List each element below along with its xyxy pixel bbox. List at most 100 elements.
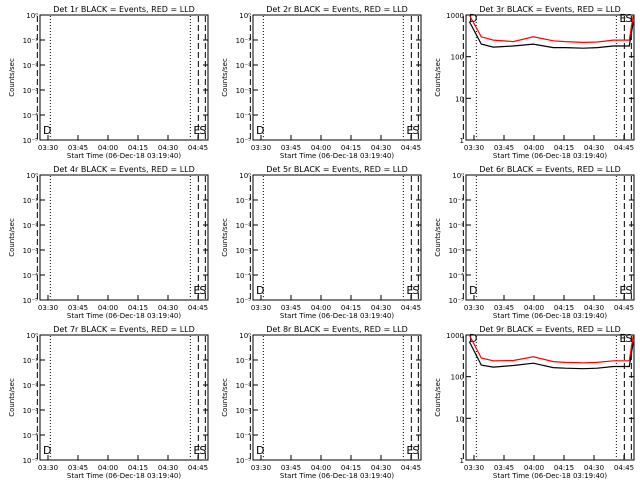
x-tick-label: 03:30	[464, 304, 484, 312]
x-tick-label: 04:30	[584, 144, 604, 152]
x-tick-label: 04:15	[554, 144, 574, 152]
y-tick-label: 10⁻¹	[236, 37, 252, 45]
x-tick-label: 04:30	[584, 304, 604, 312]
y-axis-label: Counts/sec	[221, 58, 229, 97]
marker-label: S	[199, 444, 206, 457]
y-tick-label: 10⁻¹	[23, 357, 39, 365]
marker-label: E	[619, 284, 626, 297]
y-tick-label: 10⁻²	[236, 382, 252, 390]
chart-panel: Det 6r BLACK = Events, RED = LLD Counts/s…	[434, 165, 635, 320]
plot-frame	[39, 174, 209, 301]
y-tick-label: 1	[460, 137, 464, 145]
y-tick-label: 10⁰	[452, 172, 464, 180]
y-tick-label: 10⁻⁵	[236, 137, 252, 145]
x-tick-label: 04:00	[311, 464, 331, 472]
x-tick-label: 04:30	[371, 304, 391, 312]
x-tick-label: 04:00	[311, 304, 331, 312]
chart-panel: Det 5r BLACK = Events, RED = LLD Counts/s…	[221, 165, 422, 320]
y-tick-label: 10⁻²	[23, 62, 39, 70]
x-axis-label: Start Time (06-Dec-18 03:19:40)	[493, 312, 607, 320]
chart-panel: Det 8r BLACK = Events, RED = LLD Counts/s…	[221, 325, 422, 480]
chart-panel: Det 7r BLACK = Events, RED = LLD Counts/s…	[8, 325, 209, 480]
x-tick-label: 03:30	[38, 144, 58, 152]
marker-label: D	[256, 444, 264, 457]
y-tick-label: 10⁻⁴	[236, 272, 252, 280]
plot-frame	[252, 174, 422, 301]
x-tick-label: 03:45	[281, 464, 301, 472]
chart-title: Det 2r BLACK = Events, RED = LLD	[266, 5, 408, 14]
chart-title: Det 5r BLACK = Events, RED = LLD	[266, 165, 408, 174]
x-tick-label: 04:00	[524, 464, 544, 472]
x-tick-label: 03:45	[494, 304, 514, 312]
plot-frame	[39, 14, 209, 141]
y-tick-label: 10⁻²	[449, 222, 465, 230]
plot-frame	[252, 334, 422, 461]
y-axis-label: Counts/sec	[434, 378, 442, 417]
x-tick-label: 04:45	[188, 304, 208, 312]
y-tick-label: 10⁻⁵	[449, 297, 465, 305]
y-tick-label: 10⁻³	[23, 407, 39, 415]
marker-label: S	[412, 124, 419, 137]
y-axis-label: Counts/sec	[8, 218, 16, 257]
y-tick-label: 10⁻⁴	[23, 112, 39, 120]
plot-frame	[465, 334, 635, 461]
chart-title: Det 4r BLACK = Events, RED = LLD	[53, 165, 195, 174]
y-tick-label: 100	[451, 374, 464, 382]
x-tick-label: 04:30	[371, 144, 391, 152]
x-tick-label: 03:30	[251, 464, 271, 472]
y-tick-label: 10⁻¹	[23, 197, 39, 205]
y-tick-label: 10	[455, 415, 464, 423]
chart-panel: Det 1r BLACK = Events, RED = LLD Counts/s…	[8, 5, 209, 160]
x-tick-label: 03:30	[38, 304, 58, 312]
y-tick-label: 1000	[446, 12, 464, 20]
marker-label: E	[406, 284, 413, 297]
plot-frame	[252, 14, 422, 141]
x-axis-label: Start Time (06-Dec-18 03:19:40)	[67, 152, 181, 160]
y-axis-label: Counts/sec	[434, 58, 442, 97]
x-tick-label: 04:15	[554, 464, 574, 472]
y-axis-label: Counts/sec	[221, 218, 229, 257]
y-tick-label: 10⁻⁵	[236, 297, 252, 305]
marker-label: E	[193, 284, 200, 297]
y-tick-label: 10⁻¹	[23, 37, 39, 45]
y-tick-label: 10⁻³	[449, 247, 465, 255]
x-tick-label: 03:45	[68, 144, 88, 152]
y-tick-label: 10	[455, 95, 464, 103]
marker-label: D	[469, 332, 477, 345]
x-tick-label: 04:15	[341, 304, 361, 312]
y-tick-label: 10⁰	[26, 172, 38, 180]
y-axis-label: Counts/sec	[8, 58, 16, 97]
marker-label: E	[619, 332, 626, 345]
x-tick-label: 03:30	[38, 464, 58, 472]
y-tick-label: 10⁻⁴	[23, 272, 39, 280]
y-tick-label: 10⁻³	[236, 87, 252, 95]
x-tick-label: 04:30	[158, 464, 178, 472]
y-tick-label: 10⁻⁵	[236, 457, 252, 465]
x-tick-label: 03:30	[464, 144, 484, 152]
y-tick-label: 10⁻²	[23, 382, 39, 390]
marker-label: D	[469, 284, 477, 297]
x-tick-label: 03:45	[68, 464, 88, 472]
events-series-line	[468, 21, 634, 49]
marker-label: S	[199, 284, 206, 297]
y-tick-label: 10⁻¹	[236, 357, 252, 365]
y-tick-label: 10⁻⁵	[23, 137, 39, 145]
plot-frame	[39, 334, 209, 461]
y-tick-label: 1000	[446, 332, 464, 340]
y-tick-label: 10⁻⁴	[236, 112, 252, 120]
chart-panel: Det 2r BLACK = Events, RED = LLD Counts/s…	[221, 5, 422, 160]
x-tick-label: 03:45	[68, 304, 88, 312]
x-tick-label: 04:45	[401, 144, 421, 152]
x-tick-label: 04:15	[341, 144, 361, 152]
y-tick-label: 10⁻⁴	[236, 432, 252, 440]
x-tick-label: 04:00	[311, 144, 331, 152]
y-tick-label: 10⁻²	[236, 222, 252, 230]
x-axis-label: Start Time (06-Dec-18 03:19:40)	[280, 152, 394, 160]
x-tick-label: 03:30	[464, 464, 484, 472]
x-tick-label: 03:30	[251, 144, 271, 152]
chart-title: Det 9r BLACK = Events, RED = LLD	[479, 325, 621, 334]
y-tick-label: 10⁰	[239, 172, 251, 180]
marker-label: E	[406, 444, 413, 457]
x-tick-label: 04:45	[614, 304, 634, 312]
